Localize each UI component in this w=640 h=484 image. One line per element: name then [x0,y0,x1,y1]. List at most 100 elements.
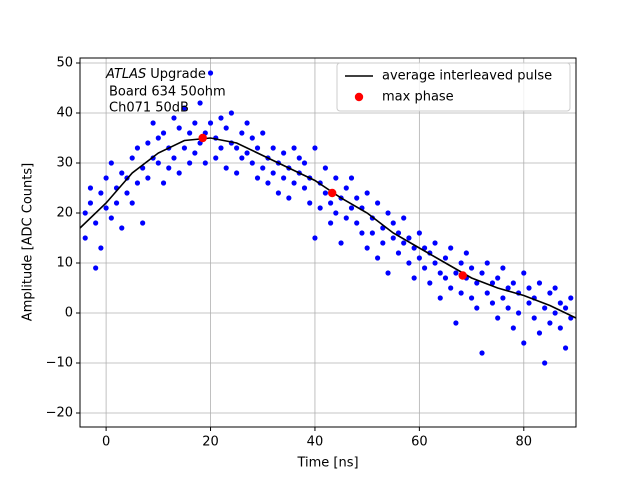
point [521,340,527,346]
y-tick-label: −20 [46,406,73,421]
point [385,270,391,276]
point [254,175,261,181]
point [515,310,522,316]
point [448,285,454,291]
point [390,220,396,226]
point [134,145,141,151]
point [281,150,287,156]
point [176,125,182,131]
point [568,295,574,301]
point [223,125,229,131]
point [510,280,516,286]
point [343,215,349,221]
point [129,200,135,206]
point [333,210,339,216]
point [296,155,302,161]
point [385,210,391,216]
point [458,290,464,296]
point [542,360,548,366]
point [354,220,360,226]
point [160,180,167,186]
point [484,260,490,266]
point [333,175,339,181]
legend-label: max phase [382,90,454,105]
point [113,200,120,206]
point [562,345,569,351]
x-tick-label: 80 [516,435,533,450]
point [453,320,459,326]
point [166,165,172,171]
point [395,230,402,236]
point [301,185,308,191]
point [198,133,207,143]
point [547,290,553,296]
point [140,220,146,226]
point [181,105,188,111]
point [270,145,276,151]
point [338,240,344,246]
point [359,230,365,236]
point [500,295,506,301]
point [489,300,496,306]
point [98,190,104,196]
point [93,220,99,226]
point [411,275,417,281]
point [134,180,141,186]
point [150,120,156,126]
point [547,320,553,326]
point [108,160,114,166]
point [536,280,543,286]
point [202,160,208,166]
point [421,245,428,251]
point [275,190,281,196]
point [542,305,548,311]
point [484,290,490,296]
point [328,220,334,226]
annotation: Ch071 50dB [109,101,189,116]
point [458,260,464,266]
point [427,280,433,286]
point [187,160,193,166]
legend-label: average interleaved pulse [382,69,552,84]
point [234,145,240,151]
point [406,235,412,241]
point [145,140,151,146]
point [192,120,198,126]
point [395,250,402,256]
point [364,190,370,196]
point [411,245,417,251]
point [416,230,422,236]
point [119,225,125,231]
y-tick-label: 0 [65,306,73,321]
point [213,155,219,161]
point [521,270,527,276]
atlas-label: ATLAS [105,67,146,82]
point [124,190,130,196]
point [442,255,449,261]
point [155,135,161,141]
point [291,145,297,151]
point [562,305,569,311]
point [557,325,563,331]
point [103,175,109,181]
x-tick-label: 0 [102,435,110,450]
point [489,280,496,286]
point [463,250,469,256]
plot-frame [79,57,577,428]
point [129,155,135,161]
point [265,180,271,186]
point [228,110,235,116]
y-tick-label: −10 [46,356,73,371]
x-tick-label: 20 [202,435,219,450]
point [458,271,467,280]
point [192,150,198,156]
point [348,205,355,211]
point [260,130,266,136]
point [448,245,454,251]
line [80,137,576,319]
point [369,230,375,236]
point [401,240,407,246]
point [526,300,532,306]
point [286,195,292,201]
point [495,315,501,321]
